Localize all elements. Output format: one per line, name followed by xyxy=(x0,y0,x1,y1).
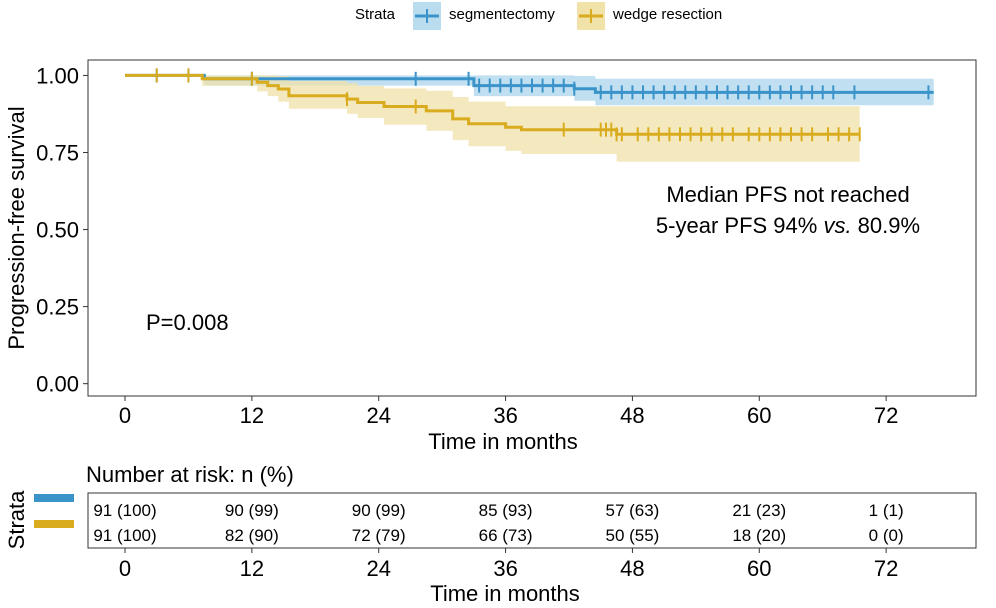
risk-cell: 57 (63) xyxy=(605,501,659,520)
risk-cell: 18 (20) xyxy=(732,526,786,545)
x-tick-label: 72 xyxy=(874,403,898,428)
legend: Strata segmentectomy wedge resection xyxy=(355,2,722,30)
y-tick-label: 0.25 xyxy=(36,295,79,320)
risk-table-title: Number at risk: n (%) xyxy=(86,462,294,487)
y-tick-label: 1.00 xyxy=(36,63,79,88)
x-axis: 0 12 24 36 48 60 72 xyxy=(119,396,898,428)
risk-cell: 91 (100) xyxy=(93,501,156,520)
risk-cell: 90 (99) xyxy=(225,501,279,520)
risk-key-wedge-resection xyxy=(34,520,74,528)
survival-curve-segmentectomy xyxy=(125,73,934,94)
x-tick-label: 48 xyxy=(620,403,644,428)
y-tick-label: 0.50 xyxy=(36,218,79,243)
risk-cell: 1 (1) xyxy=(869,501,904,520)
plot-area: 0.00 0.25 0.50 0.75 1.00 0 12 24 36 48 60 72 Progr… xyxy=(4,59,977,454)
risk-table: Number at risk: n (%) Strata 91 (100) 90 … xyxy=(4,462,977,606)
risk-x-tick-label: 60 xyxy=(747,556,771,581)
risk-cell: 66 (73) xyxy=(479,526,533,545)
annotation-pvalue: P=0.008 xyxy=(146,310,229,335)
annotation-median: Median PFS not reached xyxy=(666,182,909,207)
risk-table-xlabel: Time in months xyxy=(430,581,580,606)
y-axis: 0.00 0.25 0.50 0.75 1.00 xyxy=(36,63,88,397)
risk-x-tick-label: 0 xyxy=(119,556,131,581)
legend-label-wedge-resection: wedge resection xyxy=(612,6,722,23)
risk-x-tick-label: 24 xyxy=(366,556,390,581)
y-tick-label: 0.75 xyxy=(36,140,79,165)
x-tick-label: 12 xyxy=(240,403,264,428)
risk-cell: 85 (93) xyxy=(479,501,533,520)
y-tick-label: 0.00 xyxy=(36,372,79,397)
legend-title: Strata xyxy=(355,6,396,23)
x-tick-label: 24 xyxy=(366,403,390,428)
y-axis-label: Progression-free survival xyxy=(4,106,29,349)
legend-label-segmentectomy: segmentectomy xyxy=(449,6,555,23)
risk-cell: 82 (90) xyxy=(225,526,279,545)
risk-x-tick-label: 12 xyxy=(240,556,264,581)
censor-marks xyxy=(155,68,930,142)
risk-cell: 21 (23) xyxy=(732,501,786,520)
risk-cell: 72 (79) xyxy=(352,526,406,545)
risk-x-tick-label: 72 xyxy=(874,556,898,581)
annotation-five-year: 5-year PFS 94% vs. 80.9% xyxy=(656,213,920,238)
risk-cell: 90 (99) xyxy=(352,501,406,520)
risk-cell: 50 (55) xyxy=(605,526,659,545)
x-tick-label: 36 xyxy=(493,403,517,428)
risk-table-cells: 91 (100) 90 (99) 90 (99) 85 (93) 57 (63) 21 (… xyxy=(93,501,903,545)
x-axis-label: Time in months xyxy=(428,429,578,454)
risk-cell: 0 (0) xyxy=(869,526,904,545)
risk-table-ylabel: Strata xyxy=(4,490,29,549)
x-tick-label: 60 xyxy=(747,403,771,428)
x-tick-label: 0 xyxy=(119,403,131,428)
plot-border xyxy=(87,59,977,397)
survival-curves xyxy=(125,73,934,136)
risk-x-tick-label: 48 xyxy=(620,556,644,581)
risk-table-border xyxy=(87,492,977,549)
risk-x-tick-label: 36 xyxy=(493,556,517,581)
risk-key-segmentectomy xyxy=(34,494,74,502)
risk-table-x-axis: 0 12 24 36 48 60 72 xyxy=(119,548,898,581)
survival-curve-wedge-resection xyxy=(125,73,860,136)
risk-cell: 91 (100) xyxy=(93,526,156,545)
